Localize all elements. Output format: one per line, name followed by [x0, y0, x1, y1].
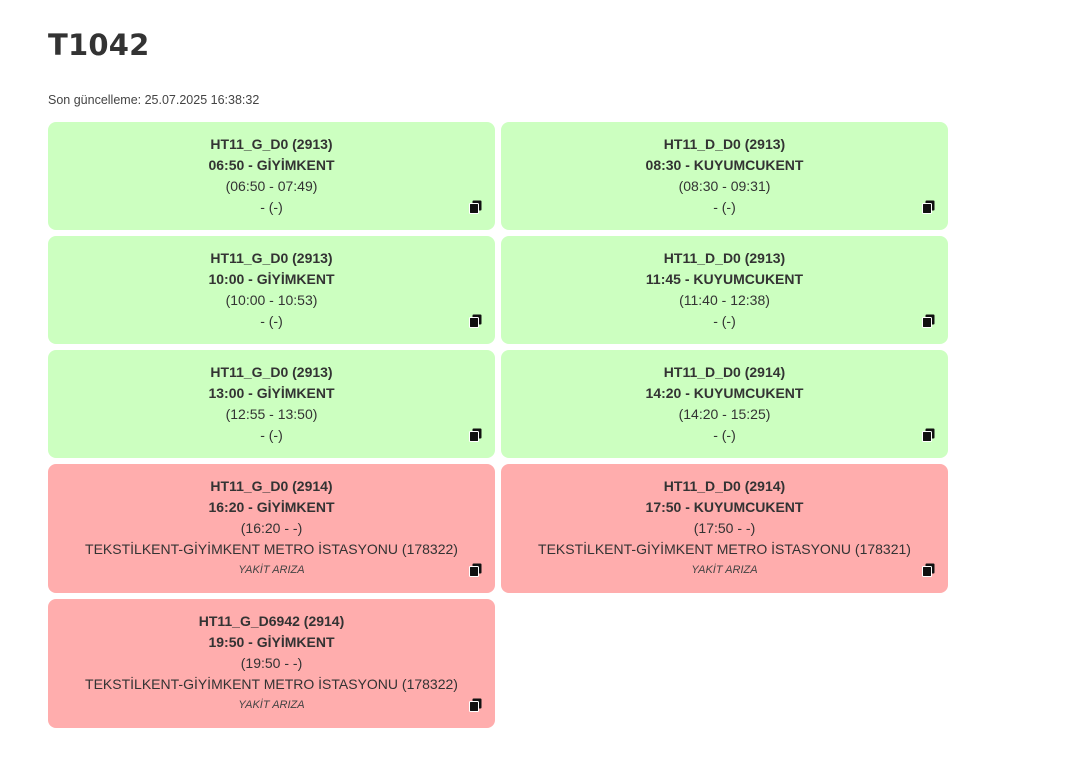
- trip-card: HT11_D_D0 (2913) 08:30 - KUYUMCUKENT (08:3…: [501, 122, 948, 230]
- copy-icon[interactable]: [469, 698, 482, 712]
- trip-card-grid: HT11_G_D0 (2913) 06:50 - GİYİMKENT (06:50 …: [48, 122, 948, 728]
- copy-icon[interactable]: [922, 563, 935, 577]
- trip-times-label: (10:00 - 10:53): [225, 292, 318, 308]
- trip-stop-label: - (-): [260, 199, 283, 215]
- trip-times-label: (12:55 - 13:50): [225, 406, 318, 422]
- trip-card: HT11_D_D0 (2913) 11:45 - KUYUMCUKENT (11:4…: [501, 236, 948, 344]
- trip-card: HT11_G_D0 (2913) 13:00 - GİYİMKENT (12:55 …: [48, 350, 495, 458]
- trip-times-label: (14:20 - 15:25): [678, 406, 771, 422]
- trip-block-label: HT11_G_D0 (2913): [210, 364, 333, 380]
- trip-times-label: (06:50 - 07:49): [225, 178, 318, 194]
- copy-icon[interactable]: [469, 314, 482, 328]
- trip-times-label: (19:50 - -): [240, 655, 303, 671]
- trip-stop-label: - (-): [713, 313, 736, 329]
- trip-departure-label: 10:00 - GİYİMKENT: [208, 271, 335, 287]
- trip-stop-label: - (-): [713, 199, 736, 215]
- page-title: T1042: [48, 28, 150, 62]
- trip-stop-label: TEKSTİLKENT-GİYİMKENT METRO İSTASYONU (1…: [85, 676, 458, 692]
- trip-card: HT11_G_D0 (2913) 10:00 - GİYİMKENT (10:00 …: [48, 236, 495, 344]
- trip-times-label: (08:30 - 09:31): [678, 178, 771, 194]
- trip-departure-label: 17:50 - KUYUMCUKENT: [645, 499, 804, 515]
- trip-block-label: HT11_D_D0 (2914): [663, 478, 786, 494]
- trip-stop-label: - (-): [260, 427, 283, 443]
- trip-card: HT11_G_D0 (2914) 16:20 - GİYİMKENT (16:20 …: [48, 464, 495, 593]
- trip-stop-label: - (-): [260, 313, 283, 329]
- copy-icon[interactable]: [469, 563, 482, 577]
- trip-departure-label: 16:20 - GİYİMKENT: [208, 499, 335, 515]
- trip-departure-label: 13:00 - GİYİMKENT: [208, 385, 335, 401]
- trip-block-label: HT11_G_D6942 (2914): [198, 613, 345, 629]
- trip-departure-label: 19:50 - GİYİMKENT: [208, 634, 335, 650]
- trip-stop-label: - (-): [713, 427, 736, 443]
- copy-icon[interactable]: [922, 428, 935, 442]
- trip-departure-label: 08:30 - KUYUMCUKENT: [645, 157, 804, 173]
- copy-icon[interactable]: [469, 200, 482, 214]
- trip-card: HT11_G_D0 (2913) 06:50 - GİYİMKENT (06:50 …: [48, 122, 495, 230]
- trip-block-label: HT11_G_D0 (2913): [210, 250, 333, 266]
- trip-card: HT11_G_D6942 (2914) 19:50 - GİYİMKENT (19:…: [48, 599, 495, 728]
- trip-block-label: HT11_G_D0 (2913): [210, 136, 333, 152]
- trip-block-label: HT11_G_D0 (2914): [210, 478, 333, 494]
- trip-times-label: (16:20 - -): [240, 520, 303, 536]
- copy-icon[interactable]: [922, 314, 935, 328]
- trip-stop-label: TEKSTİLKENT-GİYİMKENT METRO İSTASYONU (1…: [538, 541, 911, 557]
- trip-stop-label: TEKSTİLKENT-GİYİMKENT METRO İSTASYONU (1…: [85, 541, 458, 557]
- trip-departure-label: 14:20 - KUYUMCUKENT: [645, 385, 804, 401]
- trip-block-label: HT11_D_D0 (2914): [663, 364, 786, 380]
- trip-block-label: HT11_D_D0 (2913): [663, 250, 786, 266]
- trip-departure-label: 06:50 - GİYİMKENT: [208, 157, 335, 173]
- trip-block-label: HT11_D_D0 (2913): [663, 136, 786, 152]
- copy-icon[interactable]: [469, 428, 482, 442]
- trip-card: HT11_D_D0 (2914) 14:20 - KUYUMCUKENT (14:2…: [501, 350, 948, 458]
- trip-note: YAKİT ARIZA: [238, 699, 305, 711]
- trip-times-label: (17:50 - -): [693, 520, 756, 536]
- last-updated-text: Son güncelleme: 25.07.2025 16:38:32: [48, 93, 260, 107]
- trip-times-label: (11:40 - 12:38): [679, 292, 770, 308]
- copy-icon[interactable]: [922, 200, 935, 214]
- trip-note: YAKİT ARIZA: [238, 564, 305, 576]
- trip-card: HT11_D_D0 (2914) 17:50 - KUYUMCUKENT (17:5…: [501, 464, 948, 593]
- trip-note: YAKİT ARIZA: [691, 564, 758, 576]
- trip-departure-label: 11:45 - KUYUMCUKENT: [645, 271, 804, 287]
